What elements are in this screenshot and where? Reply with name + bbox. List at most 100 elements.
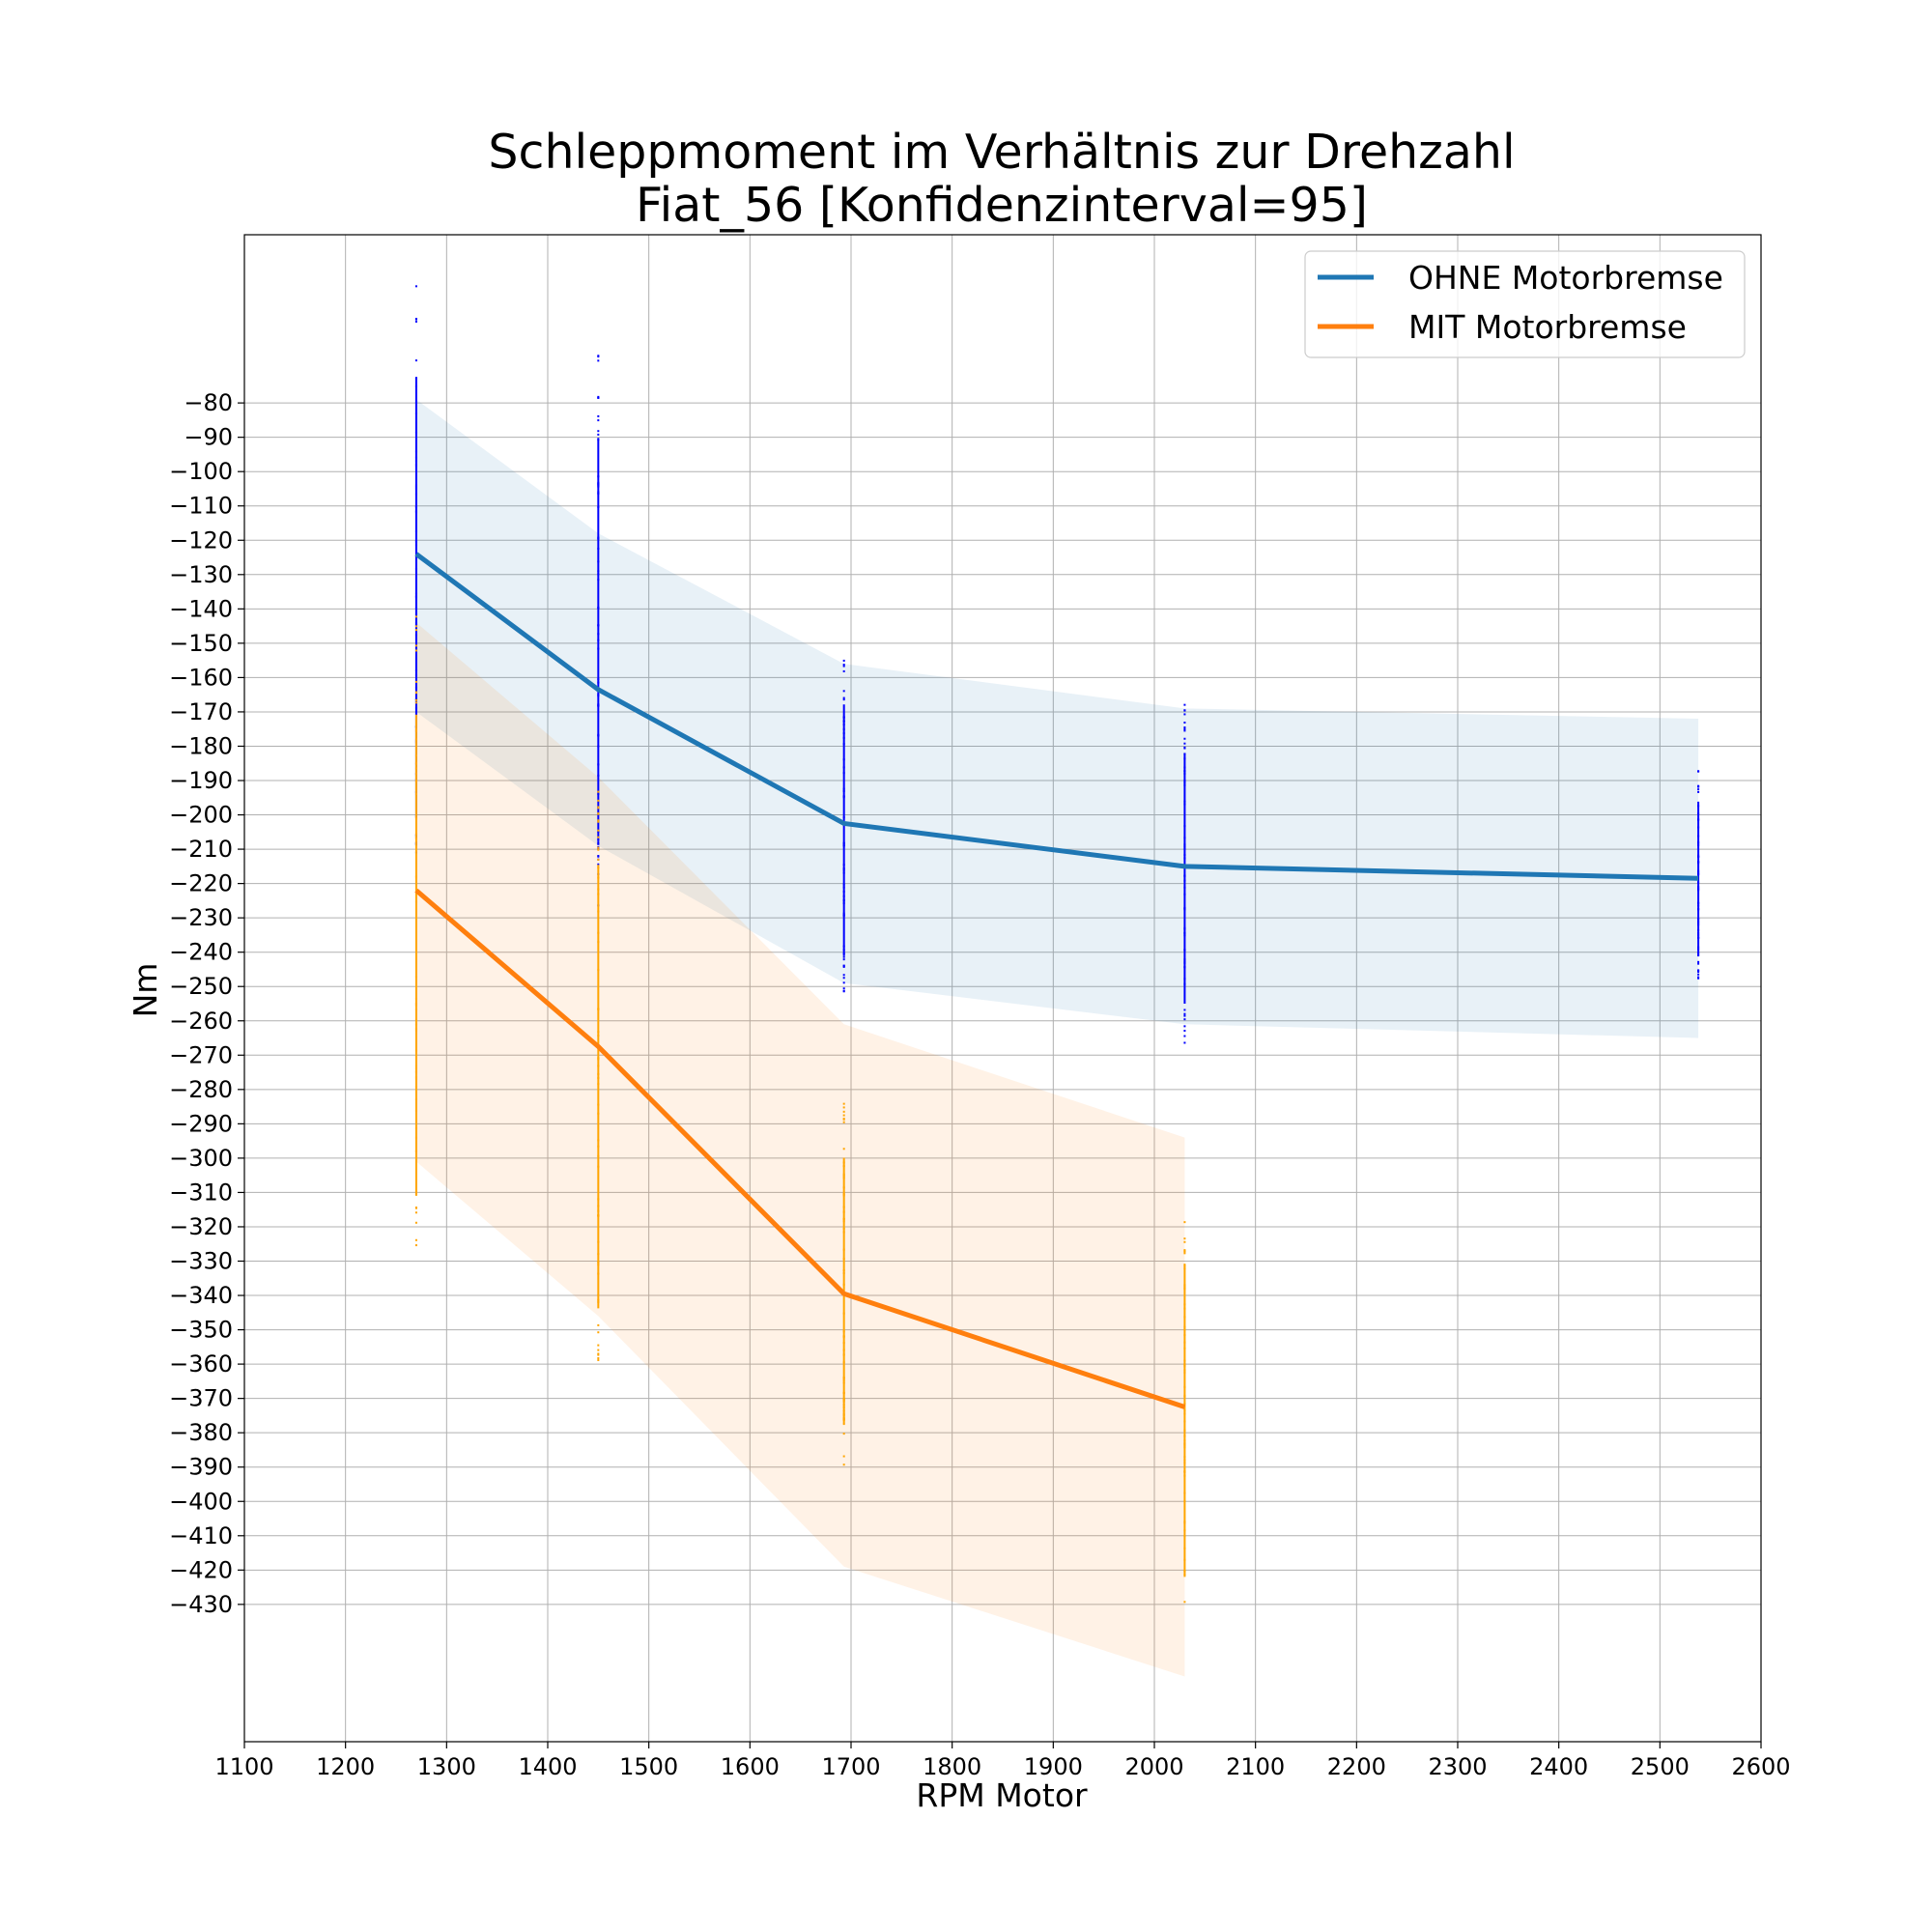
legend-box [1304, 250, 1746, 358]
x-tick-label: 2100 [1226, 1753, 1285, 1780]
scatter-point [842, 1210, 845, 1213]
scatter-point [597, 1112, 600, 1115]
scatter-point [597, 1260, 600, 1263]
scatter-point [842, 766, 845, 769]
scatter-point [842, 1400, 845, 1403]
scatter-point [597, 1165, 600, 1168]
scatter-point [1697, 881, 1700, 884]
scatter-point [597, 1139, 600, 1142]
scatter-point [597, 573, 600, 576]
scatter-point [414, 1066, 417, 1069]
scatter-point [1697, 952, 1700, 954]
scatter-point [1697, 862, 1700, 865]
scatter-point [1183, 780, 1186, 782]
x-tick-label: 1600 [721, 1753, 780, 1780]
scatter-point [1183, 1558, 1186, 1561]
scatter-point [1183, 1316, 1186, 1319]
scatter-point [597, 482, 600, 485]
scatter-point [414, 401, 417, 404]
scatter-point [597, 1262, 600, 1264]
scatter-point [414, 595, 417, 598]
scatter-point [414, 762, 417, 765]
scatter-point [842, 1271, 845, 1274]
scatter-point [1183, 1371, 1186, 1374]
scatter-point [1183, 1240, 1186, 1243]
x-tick-label: 2400 [1529, 1753, 1588, 1780]
scatter-point [597, 695, 600, 697]
scatter-point [414, 634, 417, 637]
scatter-point [1183, 713, 1186, 716]
scatter-point [842, 1418, 845, 1421]
scatter-point [597, 419, 600, 422]
scatter-point [597, 838, 600, 841]
scatter-point [1183, 1363, 1186, 1366]
scatter-point [414, 1005, 417, 1008]
scatter-point [842, 1404, 845, 1406]
scatter-point [414, 680, 417, 683]
scatter-point [597, 941, 600, 944]
scatter-point [842, 987, 845, 990]
y-tick-label: −350 [169, 1317, 233, 1344]
scatter-point [842, 664, 845, 667]
scatter-point [842, 669, 845, 672]
scatter-point [414, 629, 417, 632]
scatter-point [1183, 1303, 1186, 1306]
scatter-point [597, 395, 600, 398]
scatter-point [414, 701, 417, 704]
scatter-point [842, 1102, 845, 1105]
scatter-point [1697, 885, 1700, 888]
scatter-point [597, 483, 600, 486]
scatter-point [842, 1231, 845, 1234]
scatter-point [1183, 1221, 1186, 1224]
y-tick-label: −80 [184, 389, 233, 416]
scatter-point [414, 728, 417, 731]
scatter-point [1183, 1284, 1186, 1287]
scatter-point [1183, 1439, 1186, 1442]
y-tick-label: −290 [169, 1110, 233, 1137]
scatter-point [1183, 1446, 1186, 1449]
scatter-point [414, 431, 417, 434]
scatter-point [1697, 920, 1700, 923]
scatter-point [842, 912, 845, 915]
scatter-point [842, 1186, 845, 1189]
scatter-point [414, 596, 417, 599]
scatter-point [414, 384, 417, 387]
scatter-point [597, 536, 600, 539]
y-tick-label: −270 [169, 1041, 233, 1068]
scatter-point [1183, 1334, 1186, 1337]
scatter-point [1183, 1018, 1186, 1021]
chart-title: Schleppmoment im Verhältnis zur Drehzahl [488, 125, 1515, 180]
scatter-point [597, 1198, 600, 1201]
scatter-point [414, 833, 417, 836]
scatter-point [1697, 962, 1700, 965]
scatter-point [597, 1300, 600, 1303]
y-tick-label: −190 [169, 767, 233, 794]
y-tick-label: −240 [169, 939, 233, 966]
scatter-point [414, 754, 417, 757]
scatter-point [1183, 1529, 1186, 1532]
scatter-point [842, 949, 845, 952]
scatter-point [1697, 870, 1700, 873]
y-tick-label: −120 [169, 526, 233, 554]
scatter-point [1183, 1499, 1186, 1502]
scatter-point [597, 1240, 600, 1243]
scatter-point [597, 969, 600, 972]
scatter-point [842, 1173, 845, 1176]
scatter-point [1697, 785, 1700, 788]
scatter-point [842, 1416, 845, 1419]
scatter-point [1697, 835, 1700, 838]
scatter-point [842, 955, 845, 958]
scatter-point [1183, 1041, 1186, 1044]
scatter-point [1183, 781, 1186, 784]
scatter-point [842, 727, 845, 730]
scatter-point [414, 529, 417, 532]
scatter-point [597, 1072, 600, 1075]
scatter-point [842, 1349, 845, 1351]
scatter-point [414, 541, 417, 544]
y-tick-label: −180 [169, 732, 233, 759]
scatter-point [414, 793, 417, 796]
scatter-point [597, 1205, 600, 1208]
scatter-point [597, 1356, 600, 1359]
scatter-point [414, 377, 417, 380]
scatter-point [414, 692, 417, 695]
